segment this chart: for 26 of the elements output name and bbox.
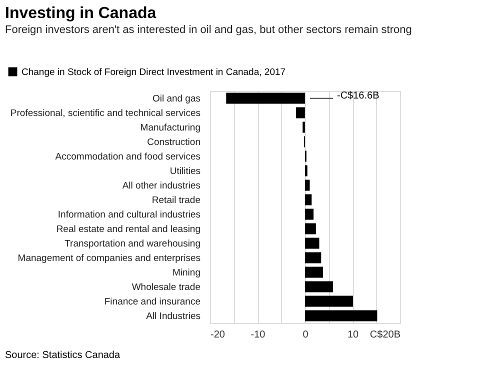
y-tick-label: Construction (147, 136, 200, 148)
y-tick-label: Retail trade (152, 194, 200, 206)
y-tick-label: All Industries (146, 310, 201, 322)
x-tick-label: -20 (210, 330, 226, 340)
y-tick-label: Accommodation and food services (55, 151, 201, 162)
y-tick-label: Manufacturing (140, 122, 200, 134)
x-tick-label: C$20B (370, 330, 401, 340)
legend-label: Change in Stock of Foreign Direct Investment in Canada, 2017 (22, 66, 286, 78)
y-tick-label: Information and cultural industries (58, 209, 201, 220)
y-tick-label: Oil and gas (152, 93, 201, 104)
x-tick-label: 10 (347, 330, 359, 340)
y-tick-label: Management of companies and enterprises (18, 252, 201, 264)
y-tick-label: All other industries (122, 180, 201, 192)
y-tick-label: Professional, scientific and technical services (10, 108, 201, 119)
text: Investing in Canada (5, 5, 156, 22)
x-tick-label: 0 (302, 330, 309, 340)
y-tick-label: Finance and insurance (104, 296, 200, 308)
annotation: -C$16.6B (337, 90, 380, 102)
y-tick-label: Mining (172, 267, 200, 278)
y-tick-label: Transportation and warehousing (64, 238, 200, 250)
source-note: Source: Statistics Canada (5, 350, 120, 361)
chart-subtitle: Foreign investors aren't as interested in oil and gas, but other sectors remain strong (5, 24, 412, 36)
y-tick-label: Real estate and rental and leasing (56, 224, 200, 235)
y-tick-label: Wholesale trade (132, 282, 200, 293)
x-tick-label: -10 (250, 330, 266, 340)
y-tick-label: Utilities (170, 166, 201, 177)
